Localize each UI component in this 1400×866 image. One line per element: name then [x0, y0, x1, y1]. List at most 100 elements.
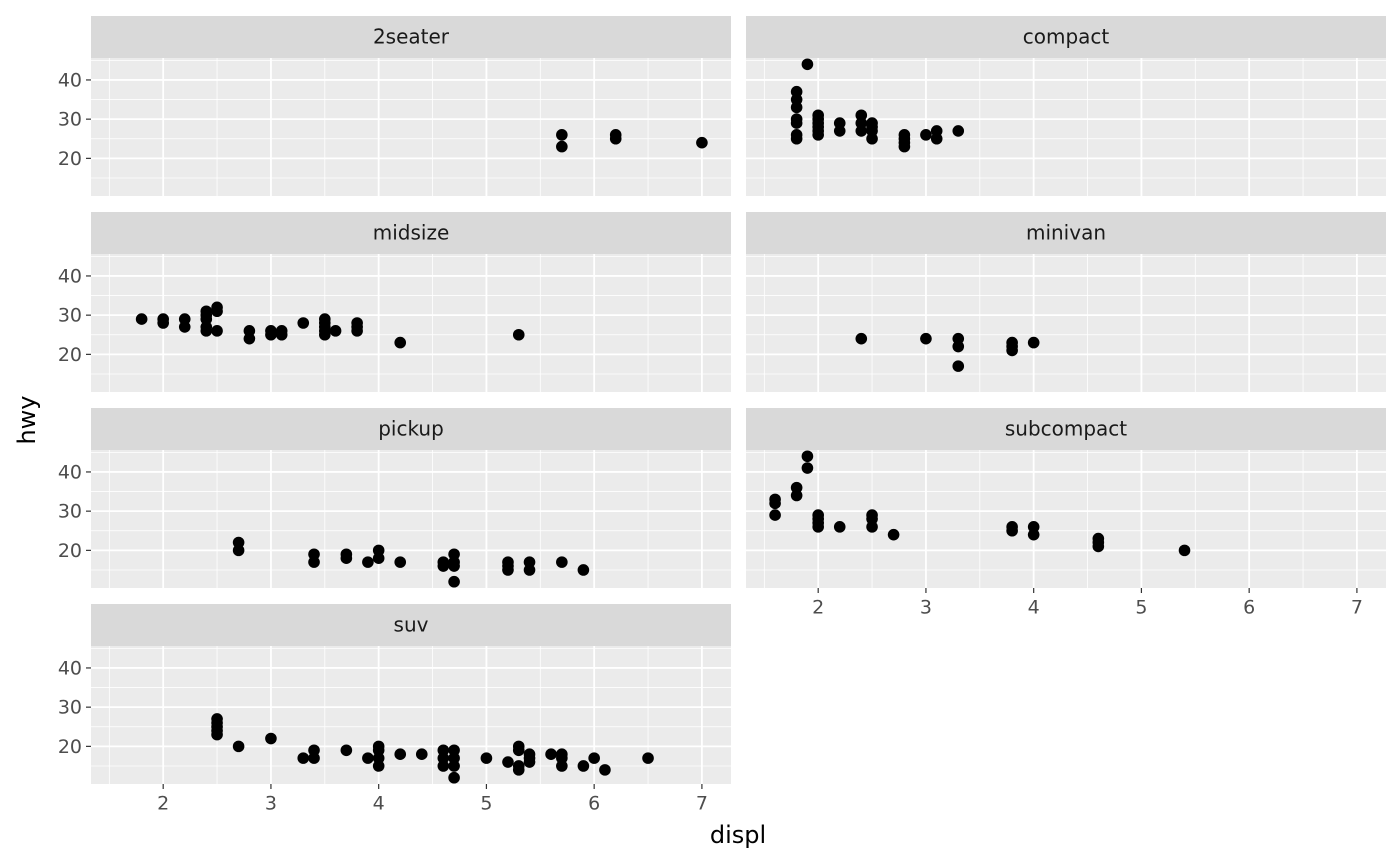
x-tick-label: 4	[1028, 597, 1040, 619]
point	[502, 564, 514, 576]
point	[512, 744, 525, 757]
point	[556, 556, 568, 568]
point	[512, 764, 525, 776]
point	[801, 58, 814, 71]
point	[769, 509, 781, 521]
point	[523, 564, 536, 576]
point	[801, 462, 814, 474]
point	[855, 332, 868, 345]
point	[308, 752, 320, 764]
x-tick-label: 2	[157, 793, 169, 815]
point	[952, 125, 965, 137]
point	[448, 560, 460, 572]
strip-background	[91, 408, 731, 450]
x-tick-label: 4	[373, 793, 385, 815]
x-tick-label: 5	[1135, 597, 1147, 619]
y-tick-label: 20	[58, 736, 82, 758]
point	[812, 129, 824, 141]
point	[394, 748, 407, 761]
point	[556, 760, 568, 772]
point	[502, 756, 514, 768]
point	[135, 313, 148, 325]
strip-label: pickup	[378, 417, 444, 441]
panel-background	[746, 254, 1386, 392]
strip-label: compact	[1023, 25, 1110, 49]
point	[588, 752, 600, 764]
point	[362, 752, 374, 764]
point	[394, 336, 407, 349]
point	[855, 125, 868, 137]
point	[1027, 336, 1040, 349]
point	[930, 132, 943, 145]
strip-label: minivan	[1026, 221, 1106, 245]
point	[232, 544, 245, 557]
point	[297, 317, 310, 329]
point	[448, 575, 460, 588]
point	[362, 556, 374, 568]
point	[319, 328, 331, 341]
y-tick-label: 40	[58, 69, 82, 91]
y-tick-label: 30	[58, 109, 82, 131]
point	[211, 305, 223, 318]
point	[308, 556, 320, 568]
y-tick-label: 20	[58, 148, 82, 170]
point	[178, 321, 191, 333]
y-tick-label: 40	[58, 657, 82, 679]
point	[696, 136, 708, 149]
point	[812, 521, 824, 533]
x-tick-label: 6	[588, 793, 600, 815]
panel-background	[746, 450, 1386, 588]
point	[232, 740, 245, 753]
point	[801, 450, 814, 463]
point	[609, 132, 622, 145]
x-tick-label: 7	[696, 793, 708, 815]
point	[448, 771, 460, 784]
point	[769, 497, 781, 510]
point	[394, 556, 407, 568]
point	[790, 489, 803, 502]
point	[372, 760, 385, 772]
strip-label: subcompact	[1005, 417, 1127, 441]
point	[265, 328, 277, 341]
point	[577, 760, 590, 772]
panel-background	[91, 254, 731, 392]
point	[329, 325, 342, 337]
panel-background	[91, 450, 731, 588]
point	[556, 129, 568, 141]
point	[157, 317, 169, 329]
y-tick-label: 30	[58, 501, 82, 523]
panel-background	[746, 58, 1386, 196]
point	[952, 360, 965, 372]
point	[790, 101, 803, 114]
point	[1178, 544, 1191, 557]
point	[545, 748, 557, 761]
x-tick-label: 3	[920, 597, 932, 619]
point	[275, 328, 288, 341]
y-tick-label: 30	[58, 305, 82, 327]
point	[790, 132, 803, 145]
point	[211, 325, 223, 337]
x-tick-label: 5	[480, 793, 492, 815]
strip-background	[91, 212, 731, 254]
point	[866, 132, 878, 145]
point	[920, 332, 932, 345]
point	[415, 748, 428, 761]
point	[200, 325, 213, 337]
point	[920, 129, 932, 141]
point	[243, 332, 256, 345]
point	[297, 752, 310, 764]
point	[833, 125, 846, 137]
panel-background	[91, 646, 731, 784]
y-axis-title: hwy	[13, 395, 41, 444]
strip-label: 2seater	[373, 25, 450, 49]
y-tick-label: 40	[58, 265, 82, 287]
point	[898, 140, 911, 153]
y-tick-label: 30	[58, 697, 82, 719]
point	[1092, 540, 1105, 553]
strip-background	[746, 16, 1386, 58]
point	[211, 728, 223, 741]
strip-background	[91, 16, 731, 58]
point	[340, 744, 353, 757]
x-tick-label: 3	[265, 793, 277, 815]
